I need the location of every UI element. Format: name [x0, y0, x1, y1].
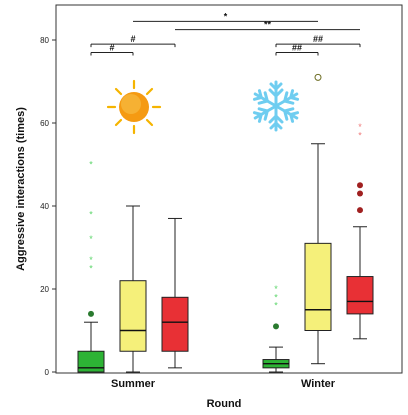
- box-series: **********: [77, 73, 374, 373]
- outlier-circle: [314, 73, 322, 81]
- box-winter-3: **: [346, 122, 374, 340]
- iqr-box: [77, 350, 105, 373]
- significance-bracket: *: [133, 11, 318, 22]
- box-winter-2: [304, 73, 332, 365]
- box-summer-3: [161, 217, 189, 369]
- box-summer-1: *****: [77, 160, 105, 373]
- significance-label: *: [224, 11, 228, 21]
- snowflake-icon: [250, 80, 302, 132]
- significance-bracket: ##: [275, 42, 319, 56]
- outlier-circle: [88, 310, 94, 317]
- y-tick-label: 0: [45, 368, 50, 377]
- iqr-box: [304, 242, 332, 332]
- category-label-summer: Summer: [111, 378, 156, 390]
- significance-label: #: [109, 42, 114, 52]
- outlier-star: *: [274, 284, 278, 294]
- significance-bracket: ##: [275, 34, 361, 48]
- outlier-star: *: [274, 292, 278, 302]
- outlier-star: *: [89, 234, 93, 244]
- iqr-box: [346, 276, 374, 315]
- significance-bracket: **: [175, 20, 360, 31]
- iqr-box: [119, 280, 147, 352]
- outlier-star: *: [274, 301, 278, 311]
- outlier-star: *: [89, 160, 93, 170]
- outlier-star: *: [358, 130, 362, 140]
- outlier-star: *: [89, 209, 93, 219]
- significance-label: ##: [292, 42, 302, 52]
- significance-label: ##: [313, 34, 323, 44]
- outlier-circle: [273, 323, 279, 330]
- y-tick-label: 20: [40, 285, 49, 294]
- significance-label: **: [264, 20, 272, 30]
- y-tick-label: 40: [40, 202, 49, 211]
- box-winter-1: ***: [262, 284, 290, 373]
- category-label-winter: Winter: [301, 378, 336, 390]
- significance-bracket: #: [90, 34, 176, 48]
- y-axis-title: Aggressive interactions (times): [15, 107, 27, 271]
- box-summer-2: [119, 205, 147, 373]
- y-tick-label: 60: [40, 119, 49, 128]
- iqr-box: [161, 296, 189, 352]
- outlier-star: *: [358, 122, 362, 132]
- significance-bracket: #: [90, 42, 134, 56]
- outlier-star: *: [89, 263, 93, 273]
- plot-frame: [55, 4, 403, 374]
- y-tick-label: 80: [40, 36, 49, 45]
- y-axis: 0 20 40 60 80: [40, 36, 56, 377]
- x-axis-title: Round: [207, 398, 242, 410]
- significance-label: #: [130, 34, 135, 44]
- outlier-star: *: [89, 255, 93, 265]
- sun-icon: [106, 79, 162, 135]
- outlier-circle: [357, 190, 363, 197]
- significance-brackets: ***######: [90, 11, 361, 56]
- outlier-circle: [357, 207, 363, 214]
- outlier-circle: [357, 182, 363, 189]
